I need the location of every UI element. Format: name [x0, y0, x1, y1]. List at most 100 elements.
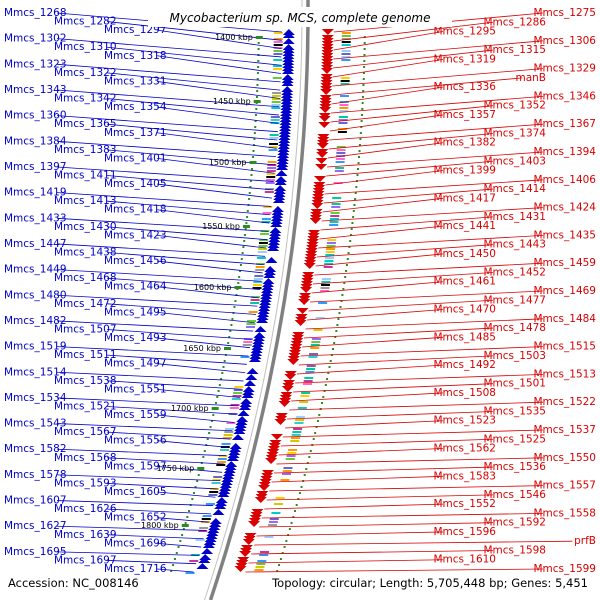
feature-block-inner — [273, 59, 283, 61]
guide-dot — [202, 456, 205, 458]
reverse-gene-arrow — [259, 296, 272, 302]
left-gene-labels: Mmcs_1268Mmcs_1282Mmcs_1297Mmcs_1302Mmcs… — [4, 7, 167, 575]
guide-dot — [308, 456, 311, 458]
leader-line — [157, 388, 240, 398]
forward-gene-arrow — [318, 122, 331, 128]
reverse-gene-arrow — [240, 398, 253, 404]
tick-label: 1400 kbp — [215, 33, 253, 42]
guide-dot — [340, 300, 343, 302]
feature-block-outer — [326, 245, 336, 247]
feature-block-inner — [269, 143, 279, 145]
guide-dot — [305, 468, 308, 470]
feature-block-inner — [258, 245, 268, 247]
guide-dot — [227, 342, 230, 344]
reverse-gene-arrow — [246, 368, 259, 374]
backbone-inner-line — [204, 0, 303, 600]
guide-dot — [315, 426, 318, 428]
reverse-gene-arrow — [281, 89, 294, 95]
gene-label: Mmcs_1556 — [104, 435, 167, 447]
gene-label: Mmcs_1346 — [533, 90, 596, 102]
feature-block-outer — [336, 149, 346, 151]
feature-block-outer — [260, 551, 270, 553]
reverse-gene-arrow — [236, 416, 249, 422]
feature-block-inner — [233, 392, 243, 394]
guide-dot — [209, 426, 212, 428]
feature-block-inner — [268, 146, 278, 148]
feature-block-outer — [275, 497, 285, 499]
leader-line — [276, 457, 543, 465]
guide-dot — [210, 420, 213, 422]
guide-dot — [356, 174, 359, 176]
gene-label: Mmcs_1336 — [433, 81, 496, 93]
feature-block-inner — [261, 221, 271, 223]
gene-label: Mmcs_1538 — [54, 375, 117, 387]
feature-block-outer — [293, 428, 303, 430]
guide-dot — [363, 42, 366, 44]
tick-mark — [249, 161, 257, 164]
guide-dot — [192, 492, 195, 494]
leader-line — [57, 269, 262, 282]
reverse-gene-arrow — [280, 92, 293, 98]
reverse-gene-arrow — [261, 287, 274, 293]
leader-line — [107, 534, 204, 540]
feature-block-outer — [303, 380, 313, 382]
reverse-gene-arrow — [227, 452, 240, 458]
gene-label: Mmcs_1374 — [483, 127, 546, 139]
gene-label: Mmcs_1605 — [104, 486, 167, 498]
guide-dot — [240, 258, 243, 260]
leader-line — [157, 414, 235, 423]
reverse-gene-arrow — [276, 155, 289, 161]
reverse-gene-arrow — [258, 305, 271, 311]
feature-block-inner — [273, 38, 283, 40]
feature-block-inner — [232, 395, 242, 397]
feature-block-outer — [339, 110, 349, 112]
reverse-gene-arrow — [281, 80, 294, 86]
gene-label: Mmcs_1535 — [483, 405, 546, 417]
forward-gene-arrow — [320, 89, 333, 95]
forward-gene-arrow — [316, 143, 329, 149]
feature-block-inner — [252, 284, 262, 286]
guide-dot — [361, 96, 364, 98]
guide-dot — [361, 102, 364, 104]
gene-label: Mmcs_1352 — [483, 100, 546, 112]
feature-block-outer — [341, 32, 351, 34]
leader-line — [107, 21, 282, 41]
reverse-gene-arrow — [275, 170, 288, 176]
feature-block-inner — [234, 386, 244, 388]
forward-gene-arrow — [320, 68, 333, 74]
guide-dot — [238, 276, 241, 278]
leader-line — [157, 568, 194, 573]
guide-dot — [244, 228, 247, 230]
guide-dot — [228, 336, 231, 338]
forward-gene-arrow — [254, 497, 267, 503]
feature-block-inner — [260, 233, 270, 235]
reverse-gene-arrow — [260, 290, 273, 296]
feature-block-inner — [266, 170, 276, 172]
feature-block-inner — [224, 431, 234, 433]
guide-dot — [329, 360, 332, 362]
reverse-gene-arrow — [245, 374, 258, 380]
feature-block-outer — [325, 254, 335, 256]
leader-line — [295, 374, 543, 384]
reverse-gene-arrow — [265, 257, 278, 263]
feature-block-outer — [338, 116, 348, 118]
forward-gene-arrow — [248, 521, 261, 527]
reverse-gene-arrow — [229, 443, 242, 449]
feature-block-outer — [255, 566, 265, 568]
feature-block-inner — [250, 299, 260, 301]
guide-dot — [197, 474, 200, 476]
leader-line — [57, 192, 272, 207]
leader-line — [157, 260, 263, 274]
leader-line — [157, 132, 277, 149]
gene-label: Mmcs_1449 — [4, 264, 67, 276]
guide-dot — [339, 306, 342, 308]
feature-block-outer — [336, 152, 346, 154]
feature-block-outer — [288, 449, 298, 451]
guide-dot — [250, 174, 253, 176]
feature-block-outer — [341, 59, 351, 61]
leader-line — [285, 420, 443, 429]
forward-gene-arrow — [319, 107, 332, 113]
feature-block-inner — [262, 212, 272, 214]
feature-block-outer — [294, 422, 304, 424]
